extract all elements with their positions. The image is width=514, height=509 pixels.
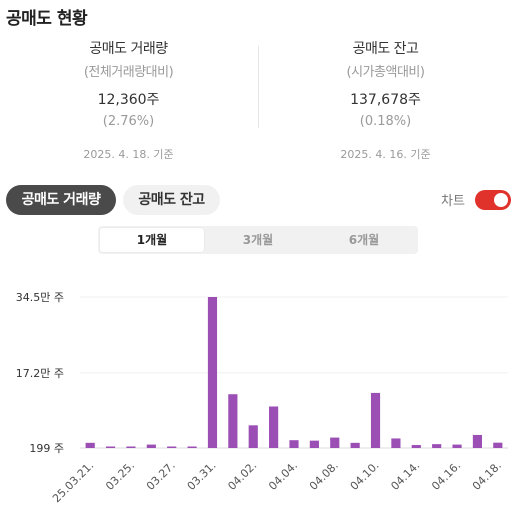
- bar[interactable]: [187, 446, 197, 449]
- period-6m-button[interactable]: 6개월: [348, 233, 380, 247]
- period-1m-button[interactable]: 1개월: [100, 228, 204, 252]
- bar[interactable]: [391, 438, 401, 448]
- y-tick-label: 17.2만 주: [16, 367, 64, 380]
- bar[interactable]: [289, 440, 299, 448]
- x-tick-label: 25.03.21.: [50, 459, 96, 505]
- bar[interactable]: [167, 446, 177, 449]
- x-tick-label: 04.02.: [225, 459, 259, 493]
- chart-toggle-switch[interactable]: [475, 190, 511, 210]
- bar[interactable]: [452, 444, 462, 448]
- bar[interactable]: [146, 444, 156, 448]
- x-tick-label: 04.18.: [470, 459, 504, 493]
- y-tick-label: 199 주: [29, 442, 64, 455]
- bar[interactable]: [472, 434, 483, 448]
- bar[interactable]: [248, 425, 258, 448]
- y-tick-label: 34.5만 주: [16, 291, 64, 304]
- stat-divider: [258, 46, 259, 128]
- stat-percent: (2.76%): [102, 114, 155, 129]
- period-selector: 1개월 3개월 6개월: [98, 226, 418, 254]
- tab-short-balance[interactable]: 공매도 잔고: [123, 185, 220, 215]
- bar[interactable]: [126, 446, 136, 449]
- x-tick-label: 03.31.: [185, 459, 219, 493]
- tab-short-volume[interactable]: 공매도 거래량: [6, 185, 116, 215]
- toggle-knob: [494, 193, 508, 207]
- stat-percent: (0.18%): [359, 114, 412, 129]
- stat-value: 12,360주: [97, 92, 160, 108]
- bar[interactable]: [309, 440, 319, 448]
- x-tick-label: 03.25.: [103, 459, 137, 493]
- x-tick-label: 03.27.: [144, 459, 178, 493]
- bar[interactable]: [228, 394, 238, 448]
- stat-short-volume: 공매도 거래량 (전체거래량대비) 12,360주 (2.76%) 2025. …: [0, 38, 257, 163]
- stat-value: 137,678주: [350, 92, 421, 108]
- period-3m-button[interactable]: 3개월: [242, 233, 274, 247]
- bar[interactable]: [330, 437, 340, 448]
- stat-short-balance: 공매도 잔고 (시가총액대비) 137,678주 (0.18%) 2025. 4…: [257, 38, 514, 163]
- bar[interactable]: [432, 444, 442, 448]
- x-tick-label: 04.14.: [388, 459, 422, 493]
- x-tick-label: 04.04.: [266, 459, 300, 493]
- stats-summary: 공매도 거래량 (전체거래량대비) 12,360주 (2.76%) 2025. …: [0, 38, 514, 168]
- x-tick-label: 04.08.: [307, 459, 341, 493]
- bar[interactable]: [207, 297, 218, 448]
- bar[interactable]: [105, 446, 116, 449]
- x-tick-label: 04.10.: [348, 459, 382, 493]
- x-tick-label: 04.16.: [429, 459, 463, 493]
- stat-date: 2025. 4. 16. 기준: [340, 148, 431, 161]
- stat-date: 2025. 4. 18. 기준: [83, 148, 174, 161]
- stat-subtitle: (전체거래량대비): [83, 65, 174, 80]
- bar[interactable]: [85, 442, 95, 448]
- page-title: 공매도 현황: [6, 9, 88, 29]
- stat-title: 공매도 거래량: [89, 41, 168, 57]
- bar[interactable]: [350, 442, 360, 448]
- bar[interactable]: [493, 442, 503, 448]
- chart-toggle-label: 차트: [441, 194, 465, 209]
- bar[interactable]: [411, 445, 421, 448]
- short-volume-bar-chart: 34.5만 주 17.2만 주 199 주 25.03.21. 03.25. 03.27.…: [16, 291, 508, 505]
- bar[interactable]: [269, 406, 279, 448]
- stat-subtitle: (시가총액대비): [346, 65, 425, 80]
- bar[interactable]: [370, 392, 381, 448]
- stat-title: 공매도 잔고: [352, 41, 419, 57]
